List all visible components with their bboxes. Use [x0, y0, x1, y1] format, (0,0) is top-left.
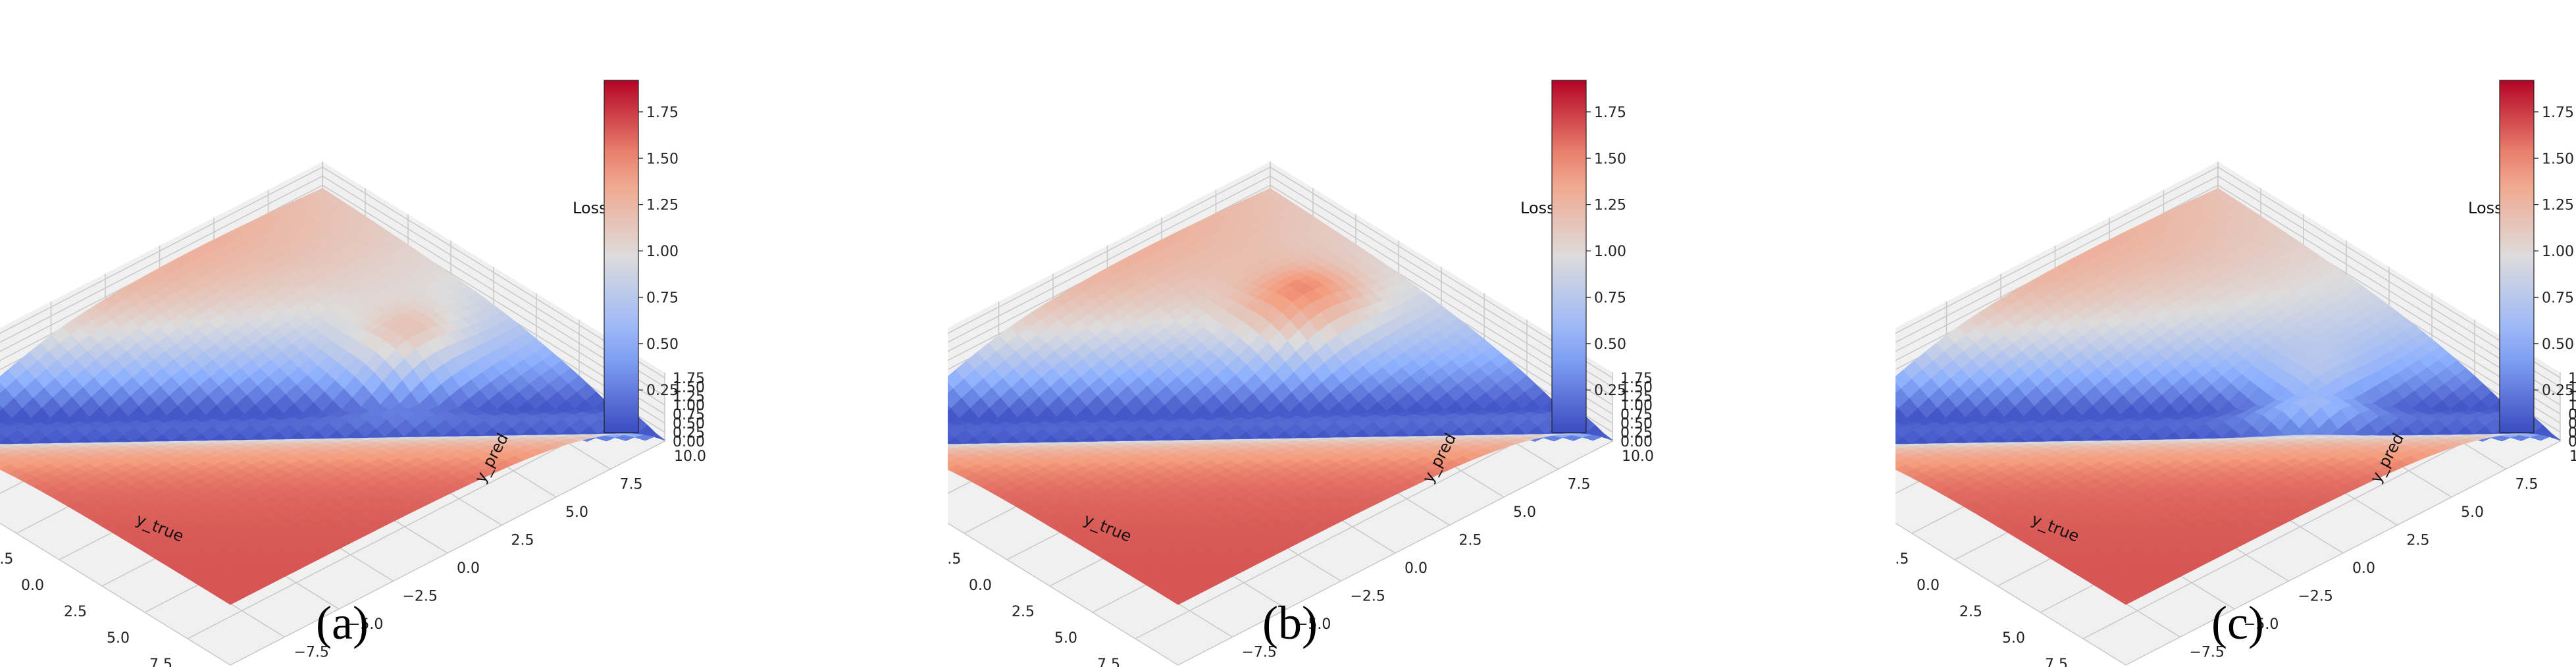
gridline-z-5 [948, 184, 1613, 396]
gridline-z-6 [948, 175, 1613, 388]
colorbar-tick-label: 0.50 [1594, 336, 1626, 353]
caption-a: (a) [316, 597, 369, 649]
x-tick-label: 2.5 [1959, 604, 1982, 620]
x-tick-label: −2.5 [1895, 551, 1909, 568]
surface-plot-c: −10.0−7.5−5.0−2.50.02.55.07.510.0−10.0−7… [1895, 80, 2576, 667]
x-tick-label: 5.0 [1054, 630, 1077, 647]
z-tick-label: 0.75 [1620, 407, 1653, 423]
gridline-y-0 [1895, 522, 2126, 666]
x-tick-label: 0.0 [969, 577, 992, 594]
colorbar-tick-label: 0.25 [646, 383, 679, 399]
surface-mesh [948, 188, 1613, 605]
x-tick-label: 2.5 [1012, 604, 1035, 620]
z-tick-label: 0.00 [673, 434, 705, 450]
gridline-z-5 [0, 184, 665, 396]
colorbar-tick-label: 1.75 [646, 105, 679, 121]
surface-facet [1169, 593, 1190, 605]
y-tick-label: 2.5 [511, 533, 534, 549]
surface-mesh [1895, 188, 2561, 605]
gridline-z-7 [948, 166, 1613, 379]
y-tick-label: 10.0 [674, 448, 706, 465]
colorbar [1551, 80, 1587, 433]
y-tick-label: −5.0 [348, 616, 383, 633]
z-tick-label: 1.00 [673, 398, 705, 414]
x-tick-label: 0.0 [1917, 577, 1940, 594]
x-tick-label: 5.0 [2002, 630, 2025, 647]
x-tick-label: 7.5 [1097, 656, 1120, 667]
z-tick-label: 0.50 [1620, 416, 1653, 433]
surface-facet [221, 593, 242, 605]
y-tick-label: 10.0 [1622, 448, 1654, 465]
y-tick-label: −5.0 [1296, 616, 1331, 633]
z-tick-label: 0.50 [673, 416, 705, 433]
colorbar-tick-label: 1.00 [646, 244, 679, 260]
gridline-z-5 [1895, 184, 2561, 396]
z-tick-label: 0.25 [1620, 425, 1653, 441]
z-tick-label: 1.75 [1620, 371, 1653, 387]
y-tick-label: 0.0 [457, 560, 480, 577]
y-tick-label: 5.0 [565, 504, 588, 521]
z-axis-label: Loss [1520, 199, 1555, 217]
gridline-z-7 [0, 166, 665, 379]
surface-plot-b: −10.0−7.5−5.0−2.50.02.55.07.510.0−10.0−7… [948, 80, 1654, 667]
x-tick-label: −2.5 [0, 551, 13, 568]
y-tick-label: −7.5 [1242, 645, 1277, 661]
colorbar-tick-label: 1.50 [1594, 151, 1626, 167]
gridline-z-6 [1895, 175, 2561, 388]
z-tick-label: 1.50 [673, 380, 705, 396]
gridline-z-7 [1895, 166, 2561, 379]
x-tick-label: −2.5 [948, 551, 961, 568]
colorbar-tick-label: 1.75 [1594, 105, 1626, 121]
z-tick-label: 1.25 [673, 388, 705, 405]
x-tick-label: 0.0 [21, 577, 44, 594]
colorbar-tick-label: 0.50 [646, 336, 679, 353]
y-tick-label: −5.0 [2244, 616, 2279, 633]
colorbar-tick-label: 0.25 [1594, 383, 1626, 399]
x-tick-label: 7.5 [2045, 656, 2068, 667]
subplot-b: −10.0−7.5−5.0−2.50.02.55.07.510.0−10.0−7… [948, 0, 1807, 667]
x-tick-label: 7.5 [149, 656, 172, 667]
colorbar-tick-label: 0.75 [1594, 290, 1626, 306]
y-tick-label: −2.5 [1351, 589, 1385, 605]
x-tick-label: 5.0 [107, 630, 130, 647]
surface-plot-a: −10.0−7.5−5.0−2.50.02.55.07.510.0−10.0−7… [0, 80, 706, 667]
colorbar-tick-label: 0.75 [646, 290, 679, 306]
y-tick-label: −7.5 [294, 645, 329, 661]
y-tick-label: 0.0 [2352, 560, 2375, 577]
gridline-y-0 [0, 522, 231, 666]
y-tick-label: −2.5 [403, 589, 438, 605]
z-tick-label: 0.25 [673, 425, 705, 441]
caption-b: (b) [1262, 597, 1318, 649]
z-tick-label: 1.75 [673, 371, 705, 387]
gridline-z-6 [0, 175, 665, 388]
surface-mesh [0, 188, 665, 605]
colorbar-tick-label: 1.25 [1594, 198, 1626, 214]
y-tick-label: 7.5 [620, 477, 643, 493]
subplot-a: −10.0−7.5−5.0−2.50.02.55.07.510.0−10.0−7… [0, 0, 859, 667]
colorbar [604, 80, 639, 433]
y-tick-label: 0.0 [1404, 560, 1428, 577]
x-tick-label: 2.5 [64, 604, 87, 620]
surface-facet [2117, 593, 2138, 605]
z-tick-label: 0.00 [1620, 434, 1653, 450]
z-tick-label: 1.50 [1620, 380, 1653, 396]
z-tick-label: 0.75 [673, 407, 705, 423]
gridline-y-0 [948, 522, 1179, 666]
y-tick-label: 5.0 [1513, 504, 1536, 521]
z-tick-label: 1.00 [1620, 398, 1653, 414]
colorbar-tick-label: 1.00 [1594, 244, 1626, 260]
y-tick-label: 2.5 [1459, 533, 1482, 549]
z-tick-label: 1.25 [1620, 388, 1653, 405]
y-tick-label: −2.5 [2298, 589, 2333, 605]
subplot-c: −10.0−7.5−5.0−2.50.02.55.07.510.0−10.0−7… [1895, 0, 2576, 667]
z-axis-label: Loss [573, 199, 607, 217]
colorbar-tick-label: 1.25 [646, 198, 679, 214]
y-tick-label: 7.5 [1568, 477, 1591, 493]
y-tick-label: −7.5 [2190, 645, 2225, 661]
colorbar-tick-label: 1.50 [646, 151, 679, 167]
